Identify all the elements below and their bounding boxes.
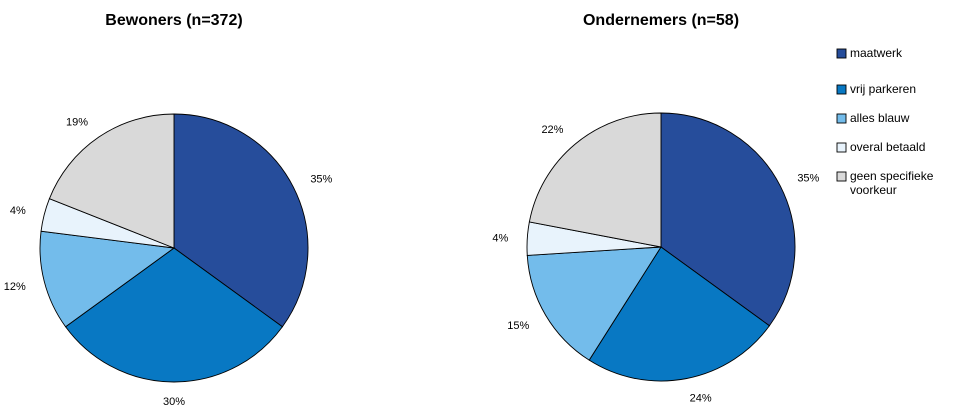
pie-slice-bewoners-1 (64, 247, 284, 383)
legend-swatch-0 (836, 48, 847, 59)
slice-label-ondernemers-0: 35% (797, 173, 819, 185)
legend-label-0-0: maatwerk (850, 46, 903, 60)
slice-label-ondernemers-2: 15% (507, 320, 529, 332)
legend-swatch-2 (836, 113, 847, 124)
legend-swatch-3 (836, 142, 847, 153)
pie-slice-bewoners-0 (173, 113, 309, 328)
pie-slice-bewoners-2 (39, 230, 176, 328)
legend-label-4-1: voorkeur (850, 183, 897, 197)
legend-swatch-1 (836, 84, 847, 95)
pie-slice-ondernemers-2 (526, 246, 662, 361)
chart-title-bewoners: Bewoners (n=372) (105, 12, 242, 29)
slice-label-bewoners-2: 12% (4, 281, 26, 293)
pie-slice-ondernemers-0 (660, 112, 796, 327)
legend-label-4-0: geen specifieke (850, 169, 934, 183)
pies-group: 35% 30% 12% 4% 19% 35% 24% 15% 4% 22% (4, 112, 820, 405)
legend-label-1-0: vrij parkeren (850, 82, 916, 96)
slice-label-ondernemers-3: 4% (492, 232, 508, 244)
chart-title-ondernemers: Ondernemers (n=58) (583, 12, 739, 29)
legend: maatwerk vrij parkeren alles blauw overal b… (836, 46, 934, 197)
legend-label-3-0: overal betaald (850, 140, 925, 154)
legend-swatch-4 (836, 171, 847, 182)
slice-label-bewoners-1: 30% (163, 396, 185, 405)
slice-label-ondernemers-4: 22% (541, 124, 563, 136)
slice-label-bewoners-0: 35% (310, 174, 332, 186)
slice-label-bewoners-3: 4% (10, 205, 26, 217)
slice-label-bewoners-4: 19% (66, 116, 88, 128)
pie-slice-ondernemers-4 (528, 112, 662, 248)
legend-label-2-0: alles blauw (850, 111, 910, 125)
pie-slice-bewoners-4 (48, 113, 175, 249)
pie-slice-ondernemers-1 (588, 246, 771, 382)
slice-label-ondernemers-1: 24% (690, 392, 712, 404)
